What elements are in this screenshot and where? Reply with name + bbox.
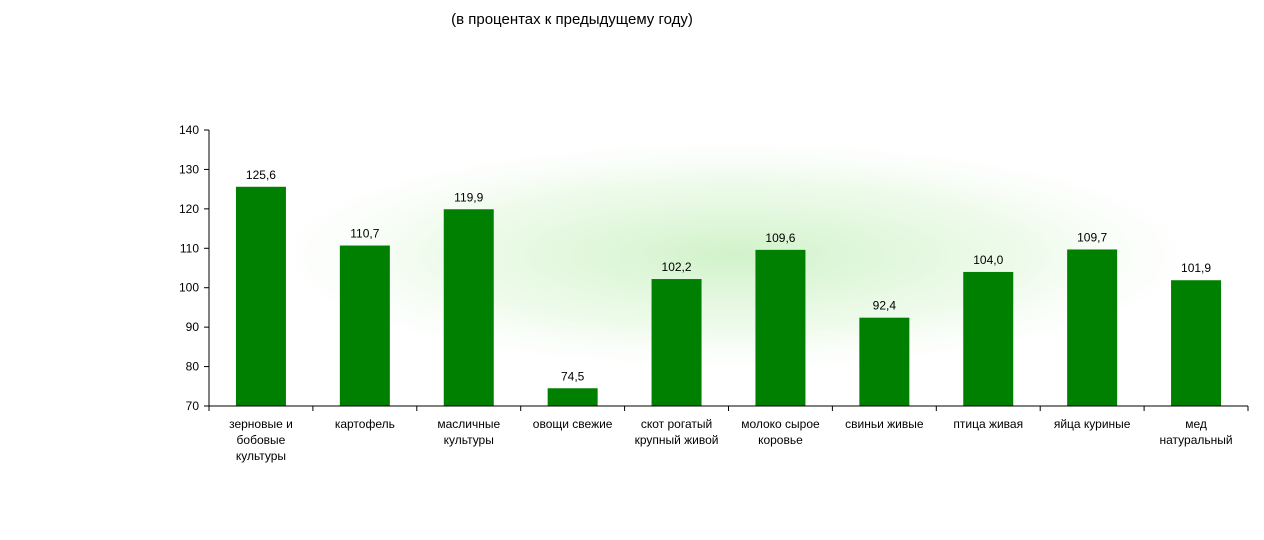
data-label: 74,5 bbox=[561, 369, 585, 383]
x-tick-label: свиньи живые bbox=[845, 417, 924, 431]
y-tick-label: 130 bbox=[179, 162, 199, 176]
data-label: 109,7 bbox=[1077, 230, 1107, 244]
bar bbox=[235, 186, 286, 406]
y-tick-label: 140 bbox=[179, 123, 199, 137]
bar bbox=[859, 317, 910, 406]
y-tick-label: 100 bbox=[179, 281, 199, 295]
x-tick-label: картофель bbox=[335, 417, 395, 431]
data-label: 109,6 bbox=[765, 231, 795, 245]
x-tick-label: мед натуральный bbox=[1160, 417, 1233, 447]
x-tick-label: яйца куриные bbox=[1054, 417, 1131, 431]
y-tick-label: 110 bbox=[180, 241, 199, 255]
x-tick-label: зерновые и бобовые культуры bbox=[229, 417, 293, 463]
data-label: 92,4 bbox=[873, 299, 897, 313]
y-tick-label: 70 bbox=[186, 399, 200, 413]
bar bbox=[443, 209, 494, 406]
bar bbox=[547, 388, 598, 406]
data-label: 101,9 bbox=[1181, 261, 1211, 275]
data-label: 104,0 bbox=[973, 253, 1003, 267]
bar bbox=[1171, 280, 1222, 406]
x-tick-label: скот рогатый крупный живой bbox=[635, 417, 719, 447]
y-tick-label: 90 bbox=[186, 320, 200, 334]
y-tick-label: 120 bbox=[179, 202, 199, 216]
data-label: 102,2 bbox=[662, 260, 692, 274]
y-tick-label: 80 bbox=[186, 360, 200, 374]
bar bbox=[651, 279, 702, 406]
bar bbox=[339, 245, 390, 406]
x-tick-label: овощи свежие bbox=[533, 417, 613, 431]
bar bbox=[963, 271, 1014, 406]
bar bbox=[755, 249, 806, 406]
x-tick-label: масличные культуры bbox=[437, 417, 500, 447]
data-label: 119,9 bbox=[454, 190, 483, 204]
x-tick-label: птица живая bbox=[953, 417, 1023, 431]
bar bbox=[1067, 249, 1118, 406]
data-label: 110,7 bbox=[350, 227, 379, 241]
data-label: 125,6 bbox=[246, 168, 276, 182]
chart-subtitle: (в процентах к предыдущему году) bbox=[451, 11, 693, 28]
x-tick-label: молоко сырое коровье bbox=[741, 417, 820, 447]
